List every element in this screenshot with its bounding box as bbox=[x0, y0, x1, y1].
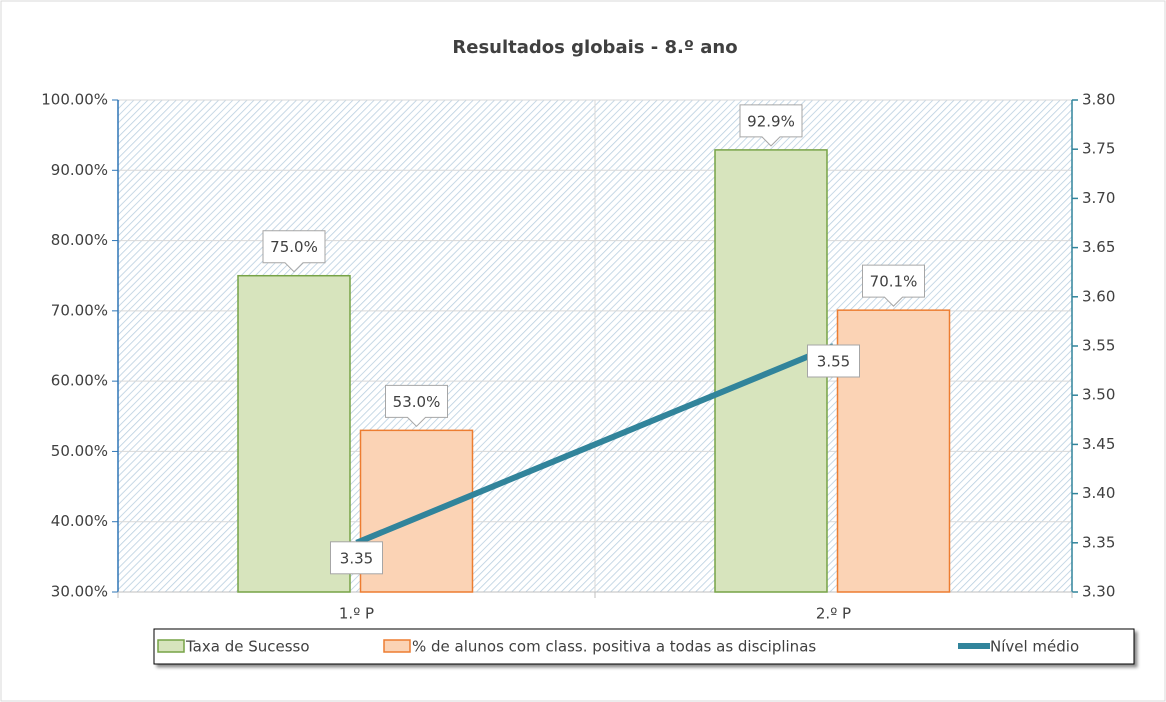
y-tick-label: 90.00% bbox=[51, 161, 108, 179]
legend-label: Nível médio bbox=[990, 638, 1079, 656]
x-tick-label: 2.º P bbox=[816, 605, 851, 623]
y-tick-label: 50.00% bbox=[51, 442, 108, 460]
data-label: 3.35 bbox=[340, 549, 373, 567]
label-callout bbox=[385, 384, 448, 428]
bar bbox=[237, 274, 351, 593]
y2-tick-label: 3.60 bbox=[1082, 287, 1115, 305]
chart-title: Resultados globais - 8.º ano bbox=[452, 37, 737, 58]
label-callout bbox=[739, 104, 803, 147]
data-label: 53.0% bbox=[393, 393, 441, 411]
y2-tick-label: 3.30 bbox=[1082, 583, 1115, 601]
y-tick-label: 100.00% bbox=[41, 91, 108, 109]
y2-tick-label: 3.70 bbox=[1082, 189, 1115, 207]
y2-tick-label: 3.65 bbox=[1082, 238, 1115, 256]
y2-tick-label: 3.45 bbox=[1082, 435, 1115, 453]
y-tick-label: 80.00% bbox=[51, 231, 108, 249]
y-tick-label: 60.00% bbox=[51, 372, 108, 390]
x-tick-label: 1.º P bbox=[339, 605, 374, 623]
data-label: 70.1% bbox=[870, 273, 918, 291]
y-tick-label: 40.00% bbox=[51, 512, 108, 530]
data-label: 92.9% bbox=[747, 112, 795, 130]
label-box bbox=[330, 541, 383, 575]
data-label: 3.55 bbox=[817, 353, 850, 371]
y2-tick-label: 3.40 bbox=[1082, 484, 1115, 502]
legend-label: Taxa de Sucesso bbox=[185, 638, 310, 656]
label-callout bbox=[262, 230, 326, 273]
legend-label: % de alunos com class. positiva a todas … bbox=[412, 638, 816, 656]
y2-tick-label: 3.75 bbox=[1082, 140, 1115, 158]
legend-swatch bbox=[383, 639, 411, 653]
y2-tick-label: 3.35 bbox=[1082, 533, 1115, 551]
y2-tick-label: 3.80 bbox=[1082, 91, 1115, 109]
y2-tick-label: 3.55 bbox=[1082, 337, 1115, 355]
label-box bbox=[807, 344, 860, 378]
y-tick-label: 70.00% bbox=[51, 301, 108, 319]
legend-swatch bbox=[157, 639, 185, 653]
line bbox=[355, 343, 835, 546]
data-label: 75.0% bbox=[270, 238, 318, 256]
y-tick-label: 30.00% bbox=[51, 583, 108, 601]
label-callout bbox=[862, 264, 925, 307]
y2-tick-label: 3.50 bbox=[1082, 386, 1115, 404]
